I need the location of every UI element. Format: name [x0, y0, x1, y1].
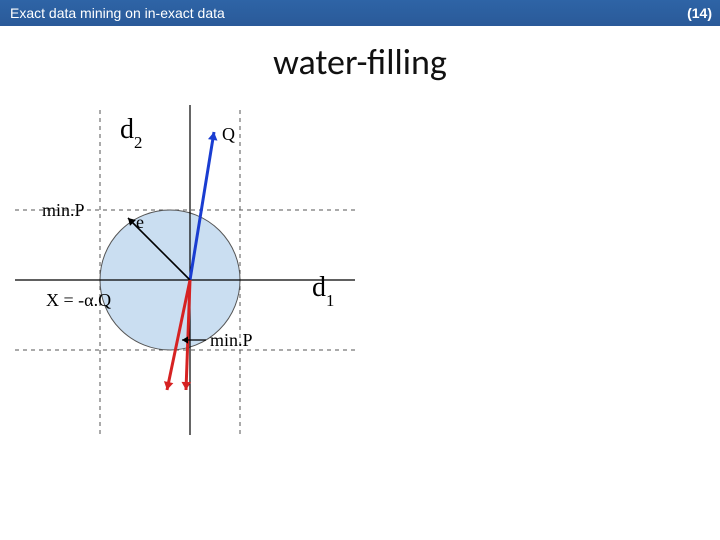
label-e: e	[136, 212, 144, 232]
waterfilling-diagram: d2 d1 Qe min.P min.P X = -α.Q	[10, 90, 370, 450]
label-minP_left: min.P	[42, 200, 85, 220]
label-minP_lower: min.P	[210, 330, 253, 350]
header-title: Exact data mining on in-exact data	[10, 5, 225, 21]
slide-title: water-filling	[0, 40, 720, 84]
title-bar: Exact data mining on in-exact data (14)	[0, 0, 720, 26]
label-d2: d2	[120, 114, 142, 152]
diagram-canvas: d2 d1 Qe min.P min.P X = -α.Q	[10, 90, 370, 450]
label-Q: Q	[222, 124, 235, 144]
label-Xeq: X = -α.Q	[46, 290, 111, 310]
label-d1: d1	[312, 272, 334, 310]
page-number: (14)	[687, 0, 712, 26]
